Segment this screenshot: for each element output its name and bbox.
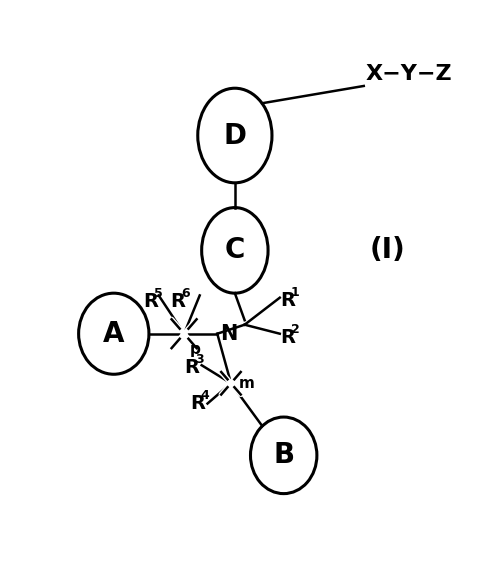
Text: 4: 4 <box>201 390 210 402</box>
Text: 6: 6 <box>181 287 190 300</box>
Text: p: p <box>190 342 201 357</box>
Text: N: N <box>220 324 238 344</box>
Text: 5: 5 <box>154 287 163 300</box>
Text: R: R <box>170 292 185 311</box>
Text: B: B <box>273 441 294 469</box>
Text: 1: 1 <box>291 286 299 299</box>
Text: (I): (I) <box>369 236 405 264</box>
Text: D: D <box>223 122 246 150</box>
Text: 3: 3 <box>195 353 204 366</box>
Text: A: A <box>103 320 124 347</box>
Text: R: R <box>190 394 205 414</box>
Text: R: R <box>184 359 199 377</box>
Text: R: R <box>280 291 295 310</box>
Text: m: m <box>239 376 255 391</box>
Text: C: C <box>225 236 245 264</box>
Text: 2: 2 <box>291 323 299 336</box>
Text: X−Y−Z: X−Y−Z <box>366 64 453 84</box>
Text: R: R <box>143 292 158 311</box>
Text: R: R <box>280 328 295 347</box>
